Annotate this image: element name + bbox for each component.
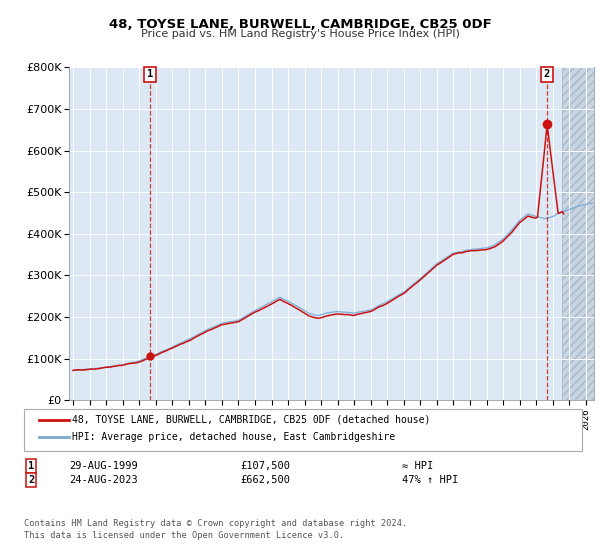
Text: 48, TOYSE LANE, BURWELL, CAMBRIDGE, CB25 0DF (detached house): 48, TOYSE LANE, BURWELL, CAMBRIDGE, CB25… [72, 415, 430, 425]
Text: 2: 2 [544, 69, 550, 80]
Text: 24-AUG-2023: 24-AUG-2023 [69, 475, 138, 485]
Text: ≈ HPI: ≈ HPI [402, 461, 433, 471]
Text: Contains HM Land Registry data © Crown copyright and database right 2024.: Contains HM Land Registry data © Crown c… [24, 519, 407, 528]
Text: HPI: Average price, detached house, East Cambridgeshire: HPI: Average price, detached house, East… [72, 432, 395, 442]
Text: 48, TOYSE LANE, BURWELL, CAMBRIDGE, CB25 0DF: 48, TOYSE LANE, BURWELL, CAMBRIDGE, CB25… [109, 18, 491, 31]
Text: Price paid vs. HM Land Registry's House Price Index (HPI): Price paid vs. HM Land Registry's House … [140, 29, 460, 39]
Text: £107,500: £107,500 [240, 461, 290, 471]
Bar [562, 67, 594, 400]
Text: 29-AUG-1999: 29-AUG-1999 [69, 461, 138, 471]
Text: 1: 1 [147, 69, 153, 80]
Bar [562, 67, 594, 400]
Text: 1: 1 [28, 461, 34, 471]
Text: 47% ↑ HPI: 47% ↑ HPI [402, 475, 458, 485]
Text: £662,500: £662,500 [240, 475, 290, 485]
Text: 2: 2 [28, 475, 34, 485]
Text: This data is licensed under the Open Government Licence v3.0.: This data is licensed under the Open Gov… [24, 531, 344, 540]
